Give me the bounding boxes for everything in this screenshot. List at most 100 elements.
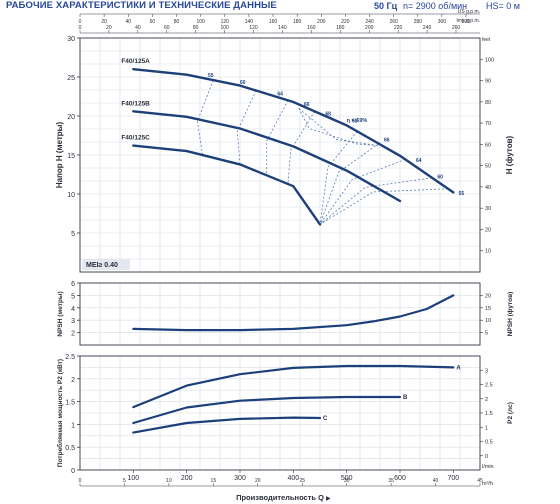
- head-y-axis-label-right: H (футов): [505, 135, 514, 174]
- imp-gpm-tick-label: 220: [394, 25, 403, 31]
- us-gpm-tick-label: 60: [150, 19, 156, 25]
- imp-gpm-unit: Imp g.p.m.: [456, 18, 480, 24]
- imp-gpm-tick-label: 40: [135, 25, 141, 31]
- x-tick-label-lmin: 400: [287, 475, 299, 482]
- npsh-feet-tick-label: 5: [485, 331, 488, 337]
- y-tick-label: 0.5: [65, 445, 75, 452]
- x-tick-label-m3h: 5: [123, 478, 126, 484]
- efficiency-label: 60: [437, 174, 443, 180]
- imp-gpm-tick-label: 140: [278, 25, 287, 31]
- y-tick-label: 3: [71, 318, 75, 325]
- head-curve-label: F40/125B: [121, 100, 150, 107]
- power-y-axis-label: Потребляемая мощность P2 (кВт): [56, 359, 64, 467]
- efficiency-iso-line: [319, 159, 406, 225]
- power-curve-c: [132, 416, 322, 434]
- head-panel-grid: [80, 38, 480, 272]
- x-tick-label-lmin: 500: [341, 475, 353, 482]
- feet-tick-label: 30: [485, 206, 491, 212]
- efficiency-label: 64: [277, 92, 283, 98]
- y-tick-label: 30: [67, 36, 75, 43]
- efficiency-label: 64: [416, 158, 422, 164]
- us-gpm-tick-label: 200: [317, 19, 326, 25]
- x-tick-label-lmin: 700: [447, 475, 459, 482]
- hp-tick-label: 2.5: [485, 383, 493, 389]
- npsh-y-axis-label: NPSH (метры): [57, 291, 64, 336]
- us-gpm-tick-label: 120: [221, 19, 230, 25]
- us-gpm-tick-label: 240: [365, 19, 374, 25]
- power-curve-label: B: [403, 395, 408, 401]
- us-gpm-tick-label: 40: [125, 19, 131, 25]
- y-tick-label: 2: [71, 377, 75, 384]
- y-tick-label: 20: [67, 114, 75, 121]
- imp-gpm-tick-label: 200: [365, 25, 374, 31]
- y-tick-label: 2.5: [65, 354, 75, 361]
- mei-box: [82, 259, 130, 270]
- head-curve-f40-125a: [132, 68, 455, 194]
- feet-unit: feet: [482, 37, 491, 43]
- hp-tick-label: 1: [485, 425, 488, 431]
- imp-gpm-tick-label: 20: [106, 25, 112, 31]
- us-gpm-tick-label: 300: [438, 19, 447, 25]
- feet-tick-label: 60: [485, 142, 491, 148]
- imp-gpm-tick-label: 60: [164, 25, 170, 31]
- hp-tick-label: 1.5: [485, 411, 493, 417]
- x-tick-label-lmin: 200: [181, 475, 193, 482]
- us-gpm-tick-label: 280: [414, 19, 423, 25]
- efficiency-label: 66: [384, 138, 390, 144]
- efficiency-iso-line: [196, 79, 214, 156]
- feet-tick-label: 80: [485, 100, 491, 106]
- head-curve-f40-125c: [132, 144, 322, 226]
- hp-tick-label: 2: [485, 397, 488, 403]
- imp-gpm-tick-label: 160: [307, 25, 316, 31]
- power-y-axis-label-right: P2 (лс): [507, 402, 514, 424]
- x-tick-label-m3h: 40: [433, 478, 439, 484]
- efficiency-peak-loop: [298, 107, 379, 146]
- feet-tick-label: 70: [485, 121, 491, 127]
- efficiency-label: 68: [325, 111, 331, 117]
- us-gpm-tick-label: 320: [462, 19, 471, 25]
- hp-tick-label: 3: [485, 368, 488, 374]
- hp-tick-label: 0.5: [485, 440, 493, 446]
- efficiency-iso-line: [287, 111, 316, 185]
- imp-gpm-tick-label: 120: [249, 25, 258, 31]
- feet-tick-label: 40: [485, 185, 491, 191]
- y-tick-label: 25: [67, 75, 75, 82]
- mei-label: MEI≥ 0.40: [86, 262, 118, 269]
- y-tick-label: 2: [71, 331, 75, 338]
- us-gpm-tick-label: 0: [79, 19, 82, 25]
- x-tick-label-m3h: 20: [255, 478, 261, 484]
- feet-tick-label: 50: [485, 164, 491, 170]
- x-tick-label-lmin: 600: [394, 475, 406, 482]
- us-gpm-tick-label: 20: [101, 19, 107, 25]
- head-curve-label: F40/125A: [121, 58, 150, 65]
- feet-tick-label: 100: [485, 57, 494, 63]
- efficiency-label: 60: [240, 80, 246, 86]
- us-gpm-tick-label: 100: [196, 19, 205, 25]
- efficiency-iso-line: [319, 143, 379, 225]
- efficiency-iso-line: [319, 188, 449, 225]
- efficiency-contours: [196, 79, 449, 225]
- y-tick-label: 4: [71, 306, 75, 313]
- efficiency-iso-line: [236, 90, 257, 165]
- y-tick-label: 10: [67, 192, 75, 199]
- us-gpm-tick-label: 80: [174, 19, 180, 25]
- imp-gpm-tick-label: 100: [220, 25, 229, 31]
- x-tick-label-lmin: 100: [127, 475, 139, 482]
- npsh-y-axis-label-right: NPSH (футов): [507, 292, 514, 337]
- efficiency-label: 55: [208, 73, 214, 79]
- efficiency-peak-label: η = 69%: [347, 118, 368, 124]
- y-tick-label: 1.5: [65, 400, 75, 407]
- power-curve-label: A: [456, 365, 461, 371]
- power-curve-a: [132, 364, 455, 409]
- power-curve-b: [132, 395, 402, 425]
- power-curve-label: C: [323, 416, 328, 422]
- feet-tick-label: 20: [485, 227, 491, 233]
- y-tick-label: 5: [71, 231, 75, 238]
- x-tick-label-m3h: 25: [299, 478, 305, 484]
- head-curve-label: F40/125C: [121, 135, 150, 142]
- us-gpm-tick-label: 260: [389, 19, 398, 25]
- efficiency-iso-line: [319, 177, 433, 225]
- us-gpm-tick-label: 140: [245, 19, 254, 25]
- suction-height-label: HS= 0 м: [486, 1, 520, 11]
